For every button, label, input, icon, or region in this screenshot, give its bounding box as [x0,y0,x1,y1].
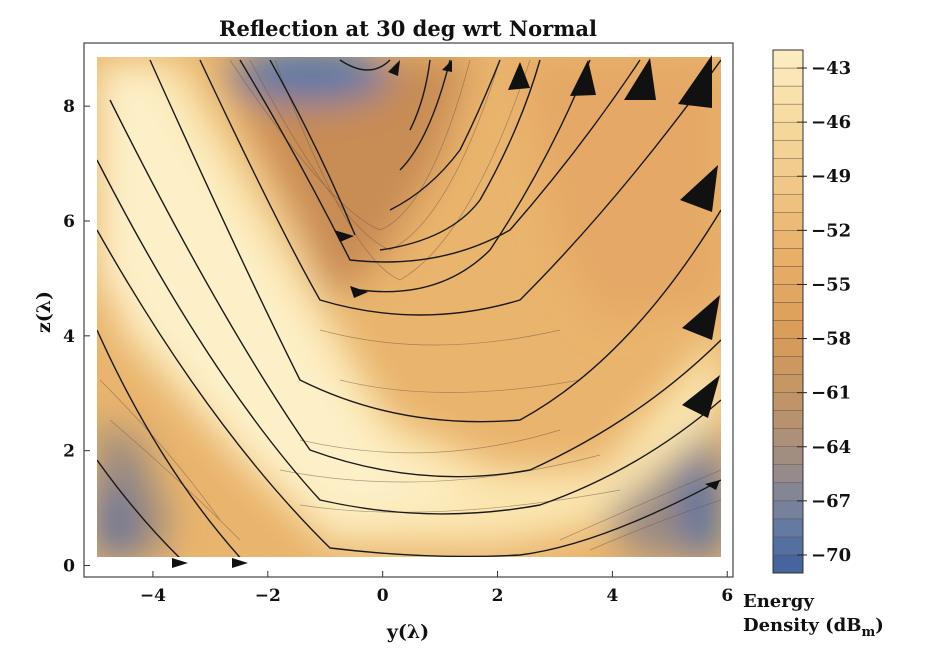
heatmap-field [97,57,721,557]
colorbar-band [772,302,804,321]
y-tick-label: 0 [63,557,75,577]
colorbar-band [772,248,804,267]
colorbar-band [772,103,804,123]
colorbar: −43 −46 −49 −52 −55 −58 −61 −64 −67 −70 [772,49,851,574]
colorbar-band [772,374,804,393]
stream-arrows [172,55,720,568]
colorbar-title-line2: Density (dBm) [743,615,884,640]
colorbar-band [772,212,804,231]
colorbar-band [772,284,804,303]
x-tick-label: 0 [377,586,389,606]
colorbar-band [772,482,804,502]
y-axis-label: z(λ) [33,291,55,333]
colorbar-band [772,85,804,105]
x-tick-label: −4 [140,586,166,606]
colorbar-band [772,410,804,429]
x-tick-label: 4 [606,586,618,606]
colorbar-band [772,158,804,177]
colorbar-band [772,356,804,375]
y-tick-label: 4 [63,327,75,347]
colorbar-tick-label: −52 [811,220,851,241]
y-tick-label: 2 [63,442,75,462]
colorbar-tick-label: −46 [811,112,851,133]
colorbar-band [772,464,804,484]
colorbar-band [772,554,804,574]
colorbar-tick-label: −43 [811,58,851,79]
colorbar-band [772,428,804,447]
colorbar-band [772,446,804,465]
y-tick-label: 8 [63,97,75,117]
colorbar-band [772,392,804,411]
colorbar-band [772,230,804,249]
colorbar-band [772,536,804,556]
colorbar-band [772,67,804,87]
colorbar-band [772,139,804,159]
y-tick-label: 6 [63,212,75,232]
colorbar-frame [772,49,804,574]
colorbar-band [772,338,804,357]
colorbar-title-main: Density (dB [743,615,861,636]
chart-title: Reflection at 30 deg wrt Normal [219,16,597,41]
colorbar-title-sub: m [861,625,875,640]
colorbar-band [772,500,804,520]
colorbar-band [772,518,804,538]
colorbar-title-end: ) [875,615,884,636]
colorbar-tick-label: −61 [811,383,851,404]
colorbar-band [772,194,804,213]
x-tick-label: −2 [255,586,281,606]
colorbar-tick-label: −49 [811,166,851,187]
colorbar-band [772,121,804,141]
colorbar-band [772,320,804,339]
colorbar-title-line1: Energy [743,591,814,612]
colorbar-tick-label: −58 [811,329,851,350]
x-tick-label: 6 [721,586,733,606]
x-tick-label: 2 [492,586,504,606]
x-axis: −4 −2 0 2 4 6 [140,571,733,606]
y-axis: 0 2 4 6 8 [63,97,90,577]
x-axis-label: y(λ) [386,621,429,643]
colorbar-band [772,266,804,285]
colorbar-band [772,49,804,69]
colorbar-band [772,176,804,195]
colorbar-tick-label: −64 [811,437,851,458]
colorbar-tick-label: −55 [811,274,851,295]
colorbar-tick-label: −70 [811,545,851,566]
streamlines [97,59,721,557]
colorbar-tick-label: −67 [811,491,851,512]
